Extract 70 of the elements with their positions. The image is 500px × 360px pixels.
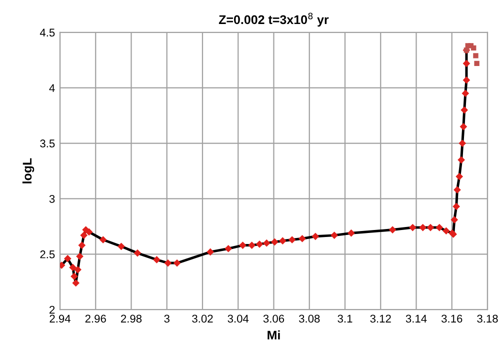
x-axis-title: Mi [268, 330, 280, 340]
x-tick-label: 3.02 [192, 314, 213, 323]
chart-title: Z=0.002 t=3x10$^{8}$ yr [218, 12, 329, 27]
x-tick-label: 2.94 [50, 314, 70, 323]
point [239, 242, 246, 249]
point [270, 238, 278, 246]
y-tick-label: 2 [50, 306, 55, 314]
y-tick-label: 4.5 [40, 28, 55, 37]
point [80, 232, 88, 239]
point [134, 249, 142, 257]
y-tick-label: 2.5 [40, 250, 55, 258]
point [278, 237, 286, 245]
point [442, 227, 450, 235]
point [78, 242, 86, 249]
x-tick-label: 3 [164, 314, 170, 323]
point [248, 242, 256, 249]
y-tick-label: 3.5 [40, 140, 55, 148]
point [419, 224, 427, 232]
point [452, 202, 460, 210]
point [153, 256, 160, 264]
point [348, 229, 355, 237]
point [460, 106, 468, 114]
point [118, 242, 125, 250]
point [388, 226, 396, 234]
x-tick-label: 2.98 [120, 314, 142, 323]
point [462, 76, 470, 84]
point [473, 53, 478, 58]
point [458, 156, 465, 164]
point [330, 232, 338, 239]
point [206, 248, 214, 256]
x-tick-label: 3.06 [263, 314, 284, 323]
point [69, 264, 76, 272]
point [74, 266, 82, 274]
point [164, 259, 172, 267]
point [450, 216, 458, 224]
x-tick-label: 3.16 [441, 314, 462, 323]
y-tick-label: 4 [49, 84, 55, 92]
point [256, 240, 264, 248]
x-tick-label: 3.18 [477, 314, 498, 323]
point [458, 140, 466, 147]
point [312, 232, 320, 240]
point [462, 60, 470, 68]
point [262, 239, 270, 247]
x-tick-label: 3.08 [298, 314, 320, 323]
point [173, 259, 181, 267]
y-axis-title: logL [22, 158, 34, 184]
point [99, 236, 107, 244]
y-tick-label: 3 [49, 194, 55, 203]
point [72, 279, 80, 287]
x-tick-label: 3.14 [406, 314, 427, 323]
point [76, 252, 84, 260]
x-tick-label: 3.12 [370, 314, 391, 323]
point [288, 236, 296, 244]
point [64, 254, 72, 262]
point [460, 122, 468, 130]
x-tick-label: 3.04 [228, 314, 249, 323]
point [474, 60, 480, 66]
x-tick-label: 3.1 [338, 314, 352, 323]
x-tick-label: 2.96 [85, 314, 106, 323]
point [436, 224, 444, 232]
point [454, 186, 461, 194]
point [298, 234, 306, 242]
point [224, 244, 232, 252]
point [70, 272, 78, 280]
point [409, 224, 416, 232]
point [462, 90, 470, 98]
point [85, 228, 93, 236]
point [471, 45, 476, 51]
point [456, 172, 464, 180]
point [426, 224, 434, 232]
